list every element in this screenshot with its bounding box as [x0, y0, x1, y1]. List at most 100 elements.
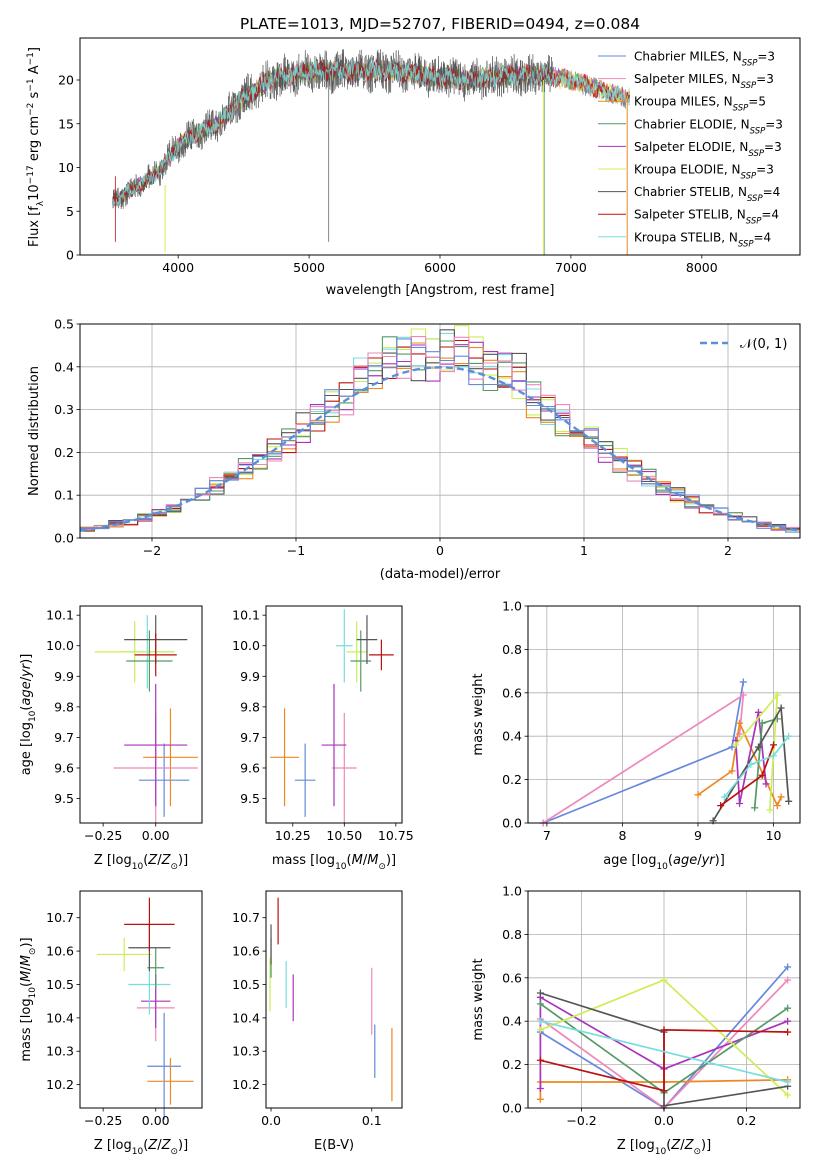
plot-area — [539, 678, 793, 827]
data-marker — [694, 791, 702, 799]
data-marker — [784, 1078, 792, 1086]
x-axis-label: wavelength [Angstrom, rest frame] — [326, 283, 555, 298]
y-axis-label: Normed distribution — [27, 366, 42, 496]
y-tick-label: 9.9 — [240, 669, 260, 684]
y-tick-label: 10.2 — [232, 1077, 260, 1092]
y-tick-label: 0.5 — [54, 317, 74, 332]
y-tick-label: 0.4 — [502, 1014, 522, 1029]
spectrum-line — [112, 59, 630, 206]
y-tick-label: 10.5 — [46, 977, 74, 992]
data-marker — [536, 1084, 544, 1092]
y-tick-label: 0.8 — [502, 642, 522, 657]
x-tick-label: 0.00 — [142, 828, 170, 843]
normal-curve — [79, 366, 801, 532]
series-line — [542, 693, 745, 824]
axes-frame — [265, 605, 403, 824]
data-marker — [784, 976, 792, 984]
data-marker — [784, 1017, 792, 1025]
legend-entry: Chabrier STELIB, NSSP=4 — [634, 185, 780, 204]
data-marker — [536, 1095, 544, 1103]
y-tick-label: 10.4 — [232, 1010, 260, 1025]
data-marker — [770, 752, 778, 760]
y-tick-label: 0.2 — [502, 772, 522, 787]
data-marker — [660, 1087, 668, 1095]
spectrum-line — [112, 59, 630, 209]
data-marker — [720, 793, 728, 801]
x-axis-label: Z [log10(Z/Z⊙)] — [617, 1138, 711, 1157]
weight-series — [732, 691, 781, 814]
y-tick-label: 0.2 — [54, 445, 74, 460]
x-tick-label: 8 — [618, 828, 626, 843]
errorbar-point — [124, 683, 188, 807]
x-tick-label: 10.50 — [326, 828, 362, 843]
x-tick-label: 2 — [724, 543, 732, 558]
x-tick-label: 10.75 — [378, 828, 414, 843]
chart-massweight-vs-age: 7 8 9 10 0.0 0.2 0.4 0.6 0.8 1.0 age [log10(age/yr… — [471, 599, 801, 872]
series-line — [540, 1020, 788, 1083]
x-tick-label: 7000 — [555, 260, 587, 275]
weight-series — [536, 1026, 792, 1095]
errorbar-point — [331, 712, 357, 823]
axes-frame — [79, 605, 203, 824]
data-marker — [784, 963, 792, 971]
errorbar-point — [321, 683, 347, 807]
data-marker — [536, 1000, 544, 1008]
x-tick-label: 5000 — [293, 260, 325, 275]
data-marker — [762, 780, 770, 788]
x-tick-label: 0.2 — [736, 1113, 756, 1128]
y-tick-label: 0.2 — [502, 1057, 522, 1072]
series-line — [539, 995, 788, 1089]
data-marker — [736, 719, 744, 727]
y-tick-label: 0.0 — [502, 816, 522, 831]
chart-mass-vs-ebv: 0.0 0.1 10.2 10.3 10.4 10.5 10.6 10.7 E(B-V) — [232, 890, 403, 1153]
x-tick-label: −0.25 — [84, 828, 122, 843]
data-marker — [739, 678, 747, 686]
weight-series — [717, 741, 778, 810]
y-tick-label: 0.0 — [502, 1101, 522, 1116]
x-tick-label: 6000 — [424, 260, 456, 275]
weight-series — [539, 691, 747, 827]
errorbar-point — [147, 1012, 181, 1120]
data-marker — [736, 799, 744, 807]
errorbar-point — [356, 615, 378, 665]
errorbar-point — [94, 621, 175, 683]
errorbar-point — [270, 708, 299, 807]
data-marker — [536, 989, 544, 997]
y-tick-label: 9.5 — [54, 791, 74, 806]
x-tick-label: −2 — [143, 543, 161, 558]
weight-series — [720, 732, 793, 801]
legend-entry: Salpeter STELIB, NSSP=4 — [634, 208, 779, 227]
x-tick-label: 4000 — [162, 260, 194, 275]
axes-frame — [265, 890, 403, 1109]
x-tick-label: 0.1 — [362, 1113, 382, 1128]
x-axis-label: Z [log10(Z/Z⊙)] — [94, 1138, 188, 1157]
errorbar-point — [138, 743, 190, 817]
histogram-step — [80, 336, 800, 530]
x-tick-label: −0.25 — [84, 1113, 122, 1128]
data-marker — [536, 1056, 544, 1064]
y-axis-label: age [log10(age/yr)] — [19, 654, 38, 776]
plot-area — [79, 325, 801, 533]
data-marker — [770, 741, 778, 749]
weight-series — [732, 708, 770, 807]
data-marker — [766, 806, 774, 814]
y-tick-label: 9.6 — [240, 760, 260, 775]
legend-entry: 𝒩(0, 1) — [740, 337, 787, 352]
y-tick-label: 10.5 — [232, 977, 260, 992]
data-marker — [660, 976, 668, 984]
y-tick-label: 0.4 — [54, 359, 74, 374]
chart-mass-vs-Z: −0.25 0.00 10.2 10.3 10.4 10.5 10.6 10.7 Z [log1… — [19, 890, 203, 1157]
y-axis-label: mass weight — [471, 673, 486, 755]
chart-massweight-vs-Z: −0.2 0.0 0.2 0.0 0.2 0.4 0.6 0.8 1.0 Z [log10(Z/Z… — [471, 884, 801, 1157]
errorbar-point — [350, 630, 372, 692]
weight-series — [536, 1017, 792, 1086]
x-tick-label: 0 — [436, 543, 444, 558]
y-tick-label: 10 — [58, 160, 74, 175]
y-tick-label: 0.3 — [54, 402, 74, 417]
legend-entry: Kroupa ELODIE, NSSP=3 — [634, 163, 774, 182]
data-marker — [777, 793, 785, 801]
data-marker — [758, 719, 766, 727]
y-tick-label: 9.8 — [54, 699, 74, 714]
plot-area — [112, 49, 630, 255]
data-marker — [784, 1091, 792, 1099]
